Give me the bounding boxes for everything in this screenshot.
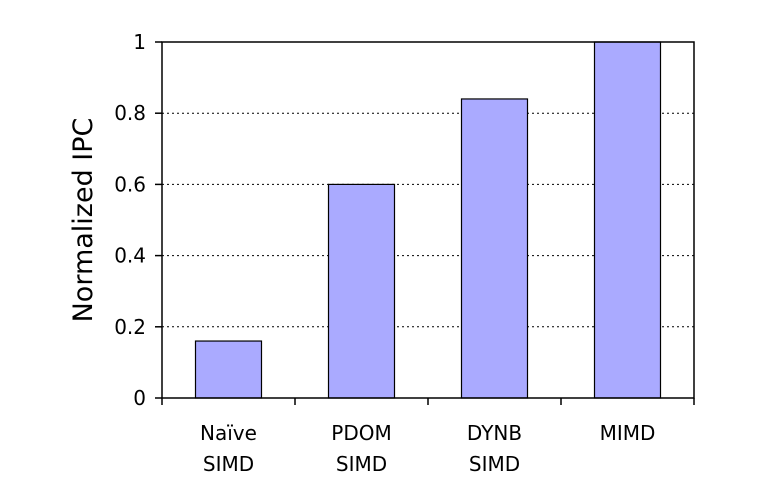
x-category-label: Naïve [200,421,257,445]
y-tick-label: 1 [133,30,146,54]
x-category-label: DYNB [467,421,522,445]
x-category-label: PDOM [331,421,391,445]
gridlines [162,112,694,328]
x-axis-ticks: Naïve SIMD PDOM SIMD DYNB SIMD MIMD [161,398,695,476]
y-tick-label: 0.2 [114,315,146,339]
y-tick-label: 0.4 [114,244,146,268]
y-axis-title: Normalized IPC [68,118,99,323]
y-tick-label: 0 [133,386,146,410]
bar [593,41,662,399]
bar [460,98,529,399]
x-category-label: SIMD [203,452,254,476]
x-category-label: SIMD [469,452,520,476]
x-category-label: MIMD [600,421,656,445]
y-tick-label: 0.6 [114,172,146,196]
x-category-label: SIMD [336,452,387,476]
bars [194,41,662,399]
y-axis-ticks: 0 0.2 0.4 0.6 0.8 1 [114,30,162,410]
bar [194,340,263,399]
y-tick-label: 0.8 [114,101,146,125]
bar [327,183,396,399]
